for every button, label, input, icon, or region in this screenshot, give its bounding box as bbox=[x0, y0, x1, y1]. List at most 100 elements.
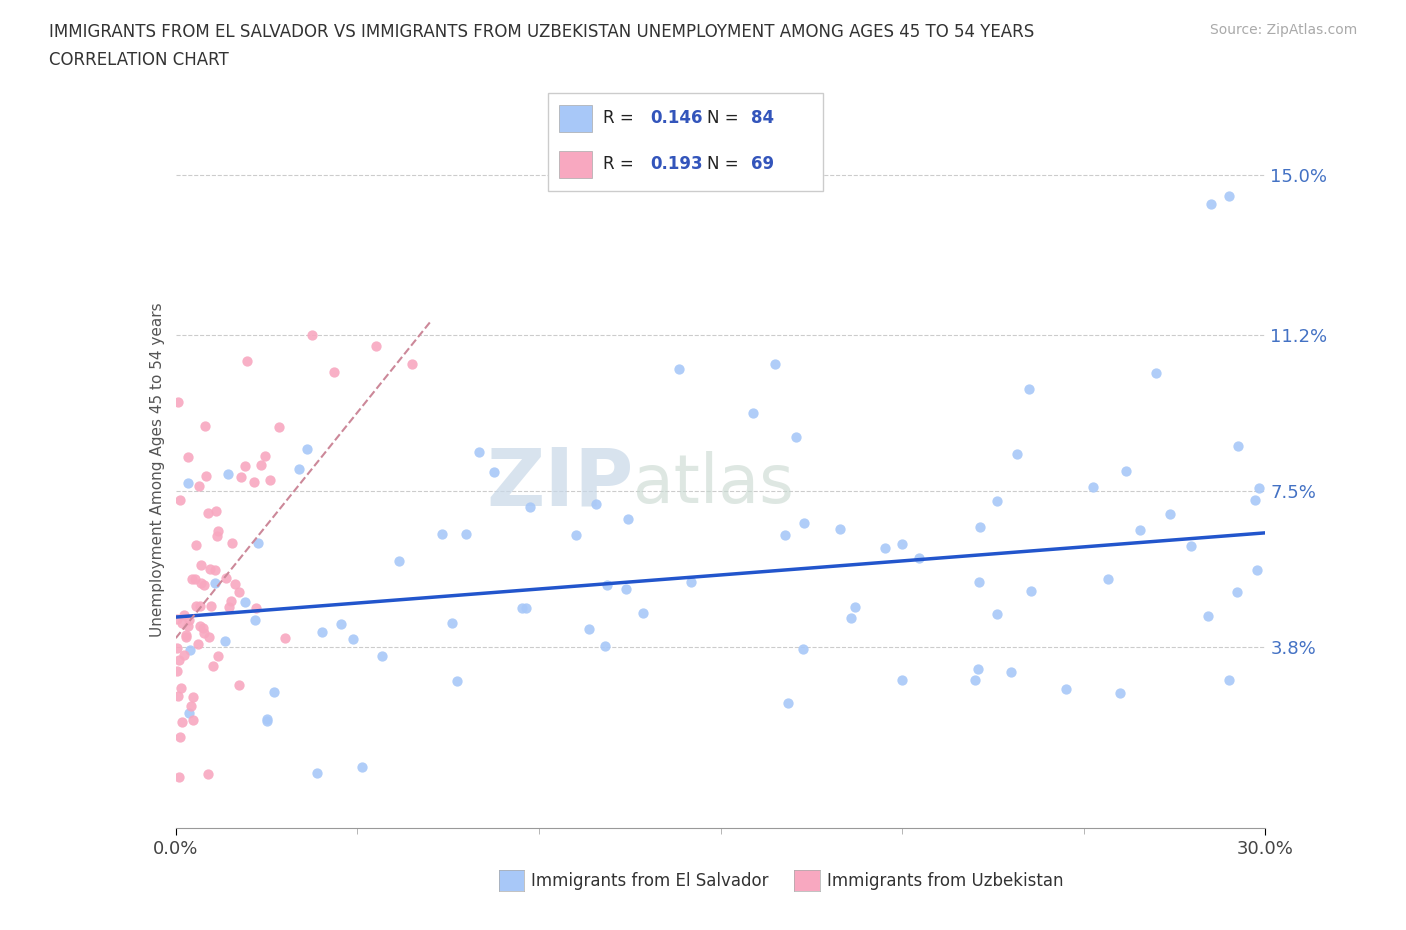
Point bbox=[441, 616, 464, 631]
Point bbox=[184, 598, 207, 613]
Point bbox=[350, 760, 373, 775]
Point bbox=[1247, 481, 1270, 496]
Point bbox=[311, 625, 333, 640]
Point bbox=[198, 630, 221, 644]
Point bbox=[221, 536, 243, 551]
Point bbox=[190, 576, 212, 591]
Point bbox=[342, 631, 364, 646]
Point bbox=[215, 571, 238, 586]
Point bbox=[179, 643, 201, 658]
Point bbox=[184, 572, 207, 587]
Point bbox=[181, 690, 204, 705]
Point bbox=[986, 494, 1008, 509]
Point bbox=[301, 328, 323, 343]
Point bbox=[1244, 493, 1267, 508]
Point bbox=[370, 648, 392, 663]
Point bbox=[1129, 523, 1152, 538]
Point bbox=[263, 684, 285, 699]
Point bbox=[1180, 538, 1202, 553]
Point bbox=[274, 631, 297, 645]
Point bbox=[617, 512, 640, 526]
Point bbox=[207, 649, 229, 664]
Point bbox=[512, 601, 534, 616]
Point bbox=[184, 538, 207, 552]
Point bbox=[176, 628, 198, 643]
Point bbox=[259, 472, 281, 487]
Point bbox=[193, 578, 215, 592]
Point bbox=[228, 677, 250, 692]
Point bbox=[986, 606, 1008, 621]
Text: ZIP: ZIP bbox=[486, 445, 633, 523]
Point bbox=[256, 713, 278, 728]
Point bbox=[763, 357, 786, 372]
Point bbox=[250, 458, 273, 472]
Point bbox=[631, 605, 654, 620]
Point bbox=[792, 642, 814, 657]
Text: 0.146: 0.146 bbox=[650, 110, 702, 127]
Point bbox=[214, 633, 236, 648]
Point bbox=[1146, 365, 1168, 380]
Point bbox=[194, 418, 217, 433]
Point bbox=[776, 696, 799, 711]
Point bbox=[681, 575, 703, 590]
Point bbox=[204, 576, 226, 591]
Point bbox=[565, 528, 588, 543]
Point bbox=[174, 630, 197, 644]
Point bbox=[578, 621, 600, 636]
Point bbox=[187, 636, 209, 651]
Text: 84: 84 bbox=[751, 110, 775, 127]
Text: N =: N = bbox=[707, 110, 744, 127]
Point bbox=[228, 585, 250, 600]
Point bbox=[828, 522, 851, 537]
Point bbox=[1018, 381, 1040, 396]
Point bbox=[166, 611, 188, 626]
Point bbox=[1218, 672, 1240, 687]
Point bbox=[307, 765, 329, 780]
Point bbox=[190, 558, 212, 573]
Point bbox=[194, 469, 217, 484]
Point bbox=[197, 505, 219, 520]
Point bbox=[388, 554, 411, 569]
Point bbox=[329, 617, 352, 631]
Point bbox=[446, 673, 468, 688]
Point bbox=[207, 524, 229, 538]
Point bbox=[204, 563, 226, 578]
Point bbox=[1197, 608, 1219, 623]
Point bbox=[1199, 197, 1222, 212]
Point bbox=[169, 493, 191, 508]
Point bbox=[432, 527, 454, 542]
Point bbox=[1226, 438, 1249, 453]
Text: IMMIGRANTS FROM EL SALVADOR VS IMMIGRANTS FROM UZBEKISTAN UNEMPLOYMENT AMONG AGE: IMMIGRANTS FROM EL SALVADOR VS IMMIGRANT… bbox=[49, 23, 1035, 41]
Point bbox=[614, 582, 637, 597]
Point bbox=[205, 529, 228, 544]
Point bbox=[170, 681, 193, 696]
Point bbox=[1159, 507, 1181, 522]
Point bbox=[197, 766, 219, 781]
Point bbox=[229, 470, 252, 485]
Text: Immigrants from Uzbekistan: Immigrants from Uzbekistan bbox=[827, 871, 1063, 890]
Point bbox=[966, 662, 988, 677]
Point bbox=[224, 577, 246, 591]
Point bbox=[233, 594, 256, 609]
Point bbox=[173, 608, 195, 623]
Point bbox=[322, 365, 344, 379]
Point bbox=[692, 176, 714, 191]
Text: atlas: atlas bbox=[633, 451, 794, 517]
Text: R =: R = bbox=[603, 155, 640, 173]
Point bbox=[1007, 446, 1029, 461]
Point bbox=[167, 769, 190, 784]
Point bbox=[180, 699, 202, 714]
Point bbox=[1083, 480, 1105, 495]
Point bbox=[177, 475, 200, 490]
Point bbox=[170, 616, 193, 631]
Point bbox=[401, 356, 423, 371]
Point bbox=[1246, 563, 1268, 578]
Point bbox=[190, 598, 212, 613]
Point bbox=[245, 613, 267, 628]
Text: 0.193: 0.193 bbox=[650, 155, 703, 173]
Point bbox=[242, 474, 264, 489]
Point bbox=[166, 641, 188, 656]
Point bbox=[233, 459, 256, 474]
Point bbox=[217, 466, 239, 481]
Point bbox=[585, 497, 607, 512]
